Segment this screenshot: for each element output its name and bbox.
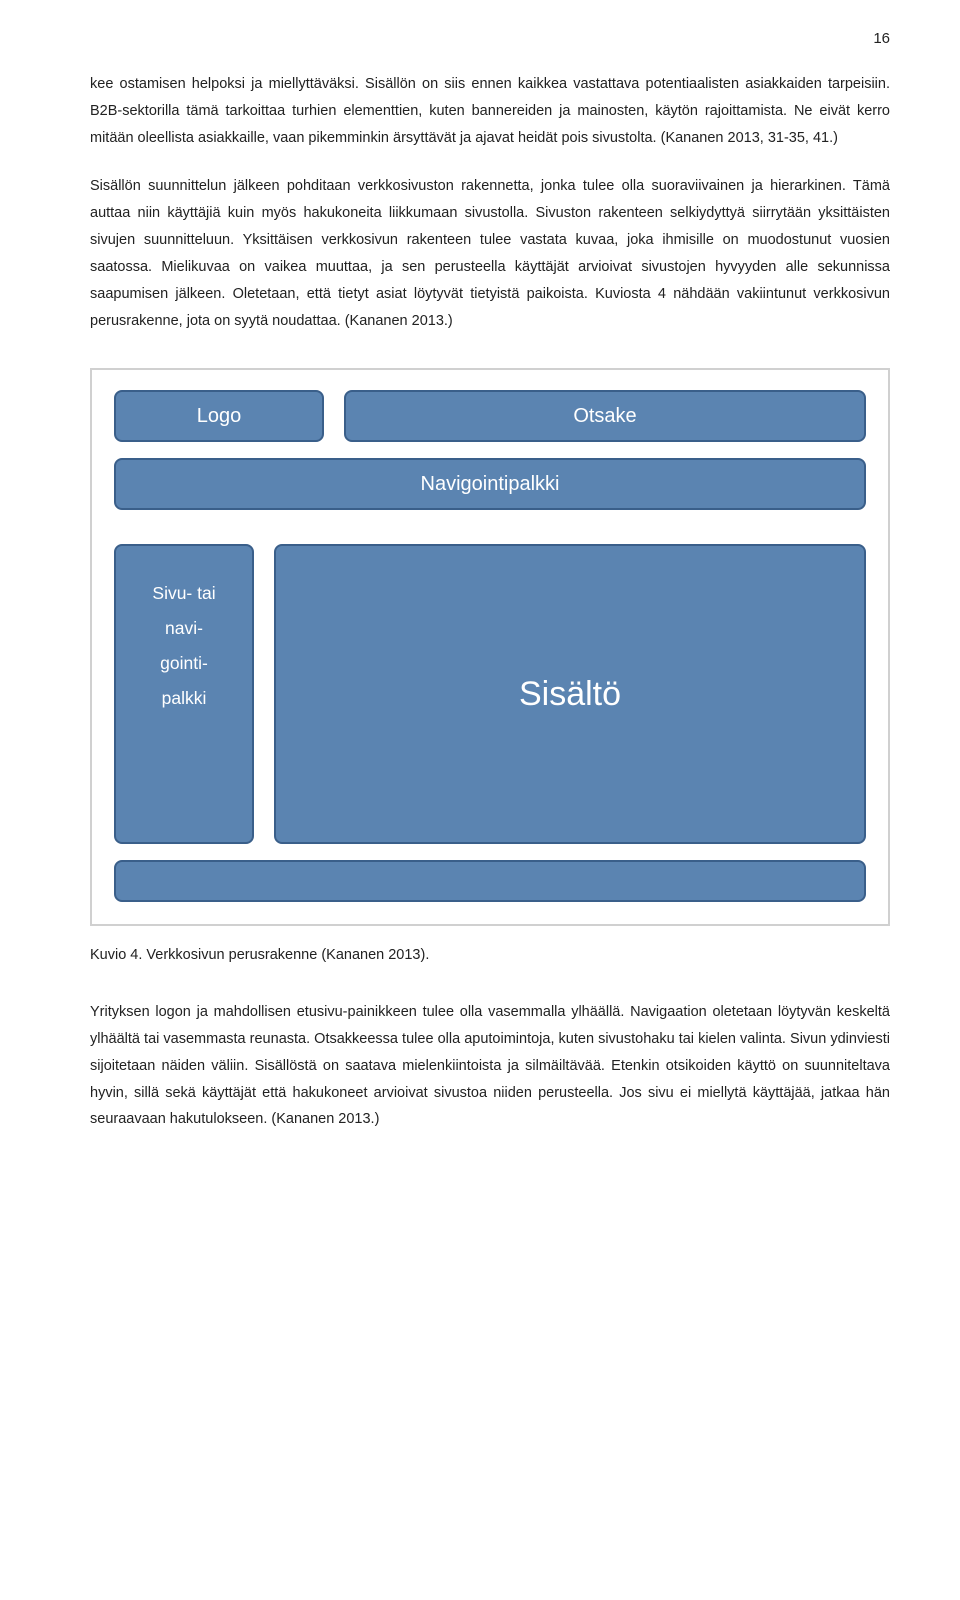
paragraph-1: kee ostamisen helpoksi ja miellyttäväksi… — [90, 71, 890, 151]
page-number: 16 — [90, 30, 890, 47]
paragraph-2: Sisällön suunnittelun jälkeen pohditaan … — [90, 173, 890, 334]
diagram-sidebar-line4: palkki — [162, 681, 207, 716]
figure-caption: Kuvio 4. Verkkosivun perusrakenne (Kanan… — [90, 942, 890, 969]
diagram-header-block: Otsake — [344, 390, 866, 442]
diagram-nav-block: Navigointipalkki — [114, 458, 866, 510]
diagram-sidebar-block: Sivu- tai navi- gointi- palkki — [114, 544, 254, 844]
website-layout-diagram: Logo Otsake Navigointipalkki Sivu- tai n… — [90, 368, 890, 926]
diagram-sidebar-line3: gointi- — [160, 646, 208, 681]
diagram-sidebar-line1: Sivu- tai — [152, 576, 215, 611]
diagram-sidebar-line2: navi- — [165, 611, 203, 646]
diagram-footer-block — [114, 860, 866, 902]
diagram-content-block: Sisältö — [274, 544, 866, 844]
body-text: kee ostamisen helpoksi ja miellyttäväksi… — [90, 71, 890, 334]
paragraph-3: Yrityksen logon ja mahdollisen etusivu-p… — [90, 999, 890, 1133]
diagram-logo-block: Logo — [114, 390, 324, 442]
body-text-2: Yrityksen logon ja mahdollisen etusivu-p… — [90, 999, 890, 1133]
